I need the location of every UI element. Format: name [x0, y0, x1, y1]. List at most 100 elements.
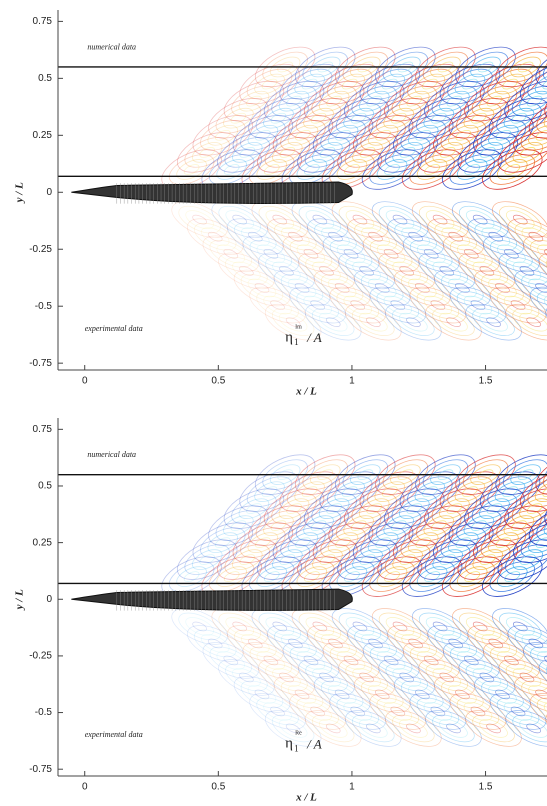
contour-line	[200, 527, 246, 558]
contour-line	[424, 164, 440, 175]
contour-line	[477, 61, 494, 73]
contour-line	[543, 107, 547, 129]
contour-line	[359, 63, 420, 105]
annotation-sub: 1	[294, 337, 299, 347]
contour-line	[318, 90, 350, 112]
contour-line	[375, 129, 391, 141]
contour-line	[354, 629, 397, 658]
contour-line	[285, 723, 301, 734]
contour-line	[305, 257, 348, 285]
contour-line	[254, 481, 285, 502]
contour-line	[384, 571, 400, 582]
contour-line	[263, 295, 292, 315]
contour-line	[216, 651, 246, 670]
contour-line	[486, 95, 503, 107]
contour-line	[207, 125, 239, 146]
contour-line	[510, 300, 526, 310]
contour-line	[343, 295, 372, 315]
contour-line	[255, 537, 271, 548]
contour-line	[529, 693, 547, 730]
x-tick-label: 1.5	[479, 782, 493, 793]
contour-line	[263, 571, 280, 582]
contour-line	[464, 80, 525, 122]
contour-line	[357, 469, 374, 481]
contour-line	[495, 689, 510, 700]
contour-line	[240, 527, 286, 558]
contour-line	[351, 493, 397, 524]
contour-line	[409, 561, 455, 592]
x-axis-label: x / L	[295, 792, 317, 804]
contour-line	[295, 46, 356, 88]
contour-line	[465, 210, 495, 229]
contour-line	[305, 303, 362, 341]
contour-line	[441, 274, 484, 302]
contour-line	[463, 515, 495, 536]
contour-line	[352, 214, 368, 225]
contour-line	[507, 218, 547, 255]
contour-line	[505, 137, 547, 168]
y-tick-label: 0	[46, 187, 52, 198]
contour-line	[304, 544, 351, 575]
contour-line	[471, 112, 487, 124]
contour-line	[199, 554, 216, 565]
contour-line	[519, 312, 547, 332]
contour-line	[223, 248, 239, 259]
contour-line	[360, 680, 404, 709]
contour-line	[392, 308, 435, 336]
contour-line	[457, 132, 518, 173]
contour-line	[345, 303, 402, 341]
contour-line	[463, 295, 493, 315]
contour-line	[407, 532, 439, 553]
contour-line	[489, 693, 547, 730]
contour-line	[479, 266, 495, 276]
contour-line	[272, 142, 303, 163]
ship-hull	[71, 588, 353, 611]
contour-line	[258, 659, 315, 696]
contour-line	[358, 90, 390, 112]
contour-line	[232, 668, 261, 687]
contour-line	[241, 227, 270, 247]
contour-line	[269, 464, 301, 485]
contour-line	[495, 46, 547, 88]
contour-line	[274, 629, 317, 658]
contour-line	[464, 571, 481, 582]
contour-line	[474, 676, 531, 713]
contour-line	[272, 621, 288, 632]
contour-line	[314, 629, 357, 658]
contour-line	[399, 554, 416, 565]
contour-line	[282, 642, 340, 679]
contour-line	[327, 278, 357, 298]
contour-line	[479, 554, 496, 565]
contour-line	[214, 537, 231, 548]
contour-line	[273, 269, 331, 307]
contour-line	[462, 486, 478, 497]
contour-line	[298, 205, 342, 234]
contour-line	[312, 714, 355, 743]
contour-line	[446, 317, 461, 327]
contour-line	[209, 646, 253, 675]
contour-line	[294, 481, 325, 502]
contour-line	[423, 107, 455, 129]
contour-line	[254, 283, 270, 293]
contour-line	[409, 286, 467, 324]
contour-line	[528, 278, 547, 298]
contour-line	[345, 663, 388, 692]
contour-line	[488, 125, 519, 146]
contour-line	[343, 248, 359, 259]
contour-line	[303, 655, 319, 666]
contour-line	[278, 312, 308, 332]
contour-line	[369, 646, 413, 675]
contour-line	[311, 493, 357, 524]
contour-line	[425, 257, 469, 285]
contour-line	[329, 286, 386, 324]
contour-line	[510, 706, 526, 717]
contour-line	[239, 266, 254, 276]
contour-line	[448, 685, 477, 704]
y-tick-label: 0.5	[38, 481, 52, 492]
contour-line	[449, 693, 507, 730]
contour-line	[177, 539, 238, 580]
contour-line	[514, 676, 547, 713]
contour-line	[538, 252, 547, 290]
contour-line	[336, 697, 379, 726]
contour-line	[399, 672, 415, 683]
